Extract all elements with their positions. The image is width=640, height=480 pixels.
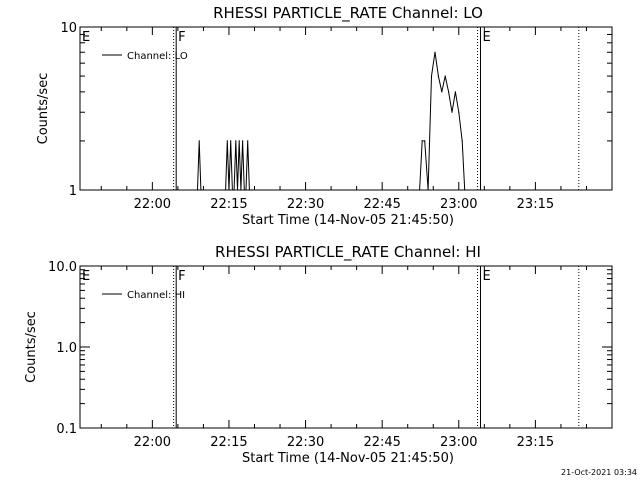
data-point	[444, 75, 446, 77]
data-point	[240, 189, 242, 191]
data-point	[231, 189, 233, 191]
y-tick-label: 10.0	[48, 260, 77, 275]
marker-label: E	[82, 269, 90, 284]
marker-label: E	[82, 30, 90, 45]
data-point	[427, 189, 429, 191]
x-tick-label: 22:45	[363, 197, 400, 212]
data-point	[226, 140, 228, 142]
x-tick-label: 22:30	[287, 197, 324, 212]
data-point	[419, 189, 421, 191]
data-point	[448, 91, 450, 93]
x-tick-label: 22:30	[287, 435, 324, 450]
data-point	[461, 140, 463, 142]
x-tick-label: 23:15	[517, 197, 554, 212]
data-point	[464, 189, 466, 191]
data-point	[250, 189, 252, 191]
x-tick-label: 23:00	[440, 435, 477, 450]
data-point	[245, 189, 247, 191]
x-axis-label: Start Time (14-Nov-05 21:45:50)	[242, 213, 454, 228]
data-point	[236, 189, 239, 191]
x-tick-label: 23:15	[517, 435, 554, 450]
panel-hi: RHESSI PARTICLE_RATE Channel: HI Start Ti…	[24, 243, 613, 466]
data-point	[424, 140, 426, 142]
data-point	[252, 189, 254, 191]
legend-label: Channel: HI	[127, 290, 185, 301]
marker-label: E	[482, 30, 490, 45]
y-tick-label: 1.0	[56, 341, 77, 356]
x-axis-label: Start Time (14-Nov-05 21:45:50)	[242, 451, 454, 466]
y-tick-label: 10	[60, 21, 77, 36]
x-tick-label: 22:45	[363, 435, 400, 450]
y-tick-label: 1	[69, 184, 77, 199]
data-point	[242, 140, 244, 142]
data-point	[235, 140, 237, 142]
data-point	[454, 91, 456, 93]
data-point	[233, 189, 235, 191]
y-axis-label: Counts/sec	[24, 311, 39, 383]
data-point	[458, 111, 460, 113]
data-point	[441, 91, 443, 93]
panel-lo: RHESSI PARTICLE_RATE Channel: LO Start Ti…	[36, 4, 613, 228]
y-tick-label: 0.1	[56, 422, 77, 437]
marker-label: F	[178, 269, 185, 284]
data-point	[247, 140, 249, 142]
data-point	[434, 51, 436, 53]
marker-label: F	[178, 30, 185, 45]
legend-label: Channel: LO	[127, 51, 188, 62]
data-point	[437, 75, 439, 77]
data-point	[200, 189, 202, 191]
chart-title: RHESSI PARTICLE_RATE Channel: HI	[215, 243, 481, 262]
y-axis-label: Counts/sec	[36, 73, 51, 145]
x-tick-label: 23:00	[440, 197, 477, 212]
x-tick-label: 22:00	[134, 197, 171, 212]
x-tick-label: 22:15	[210, 435, 247, 450]
x-tick-label: 22:00	[134, 435, 171, 450]
data-point	[430, 75, 433, 77]
data-point	[238, 140, 240, 142]
x-tick-label: 22:15	[210, 197, 247, 212]
data-point	[421, 140, 423, 142]
chart-title: RHESSI PARTICLE_RATE Channel: LO	[213, 4, 483, 23]
footer-timestamp: 21-Oct-2021 03:34	[561, 468, 637, 477]
data-point	[230, 140, 232, 142]
marker-label: E	[482, 269, 490, 284]
data-point	[451, 111, 453, 113]
data-point	[198, 140, 200, 142]
data-point	[225, 189, 227, 191]
data-point	[248, 189, 250, 191]
data-point	[243, 189, 245, 191]
data-point	[228, 189, 230, 191]
data-point	[196, 189, 199, 191]
